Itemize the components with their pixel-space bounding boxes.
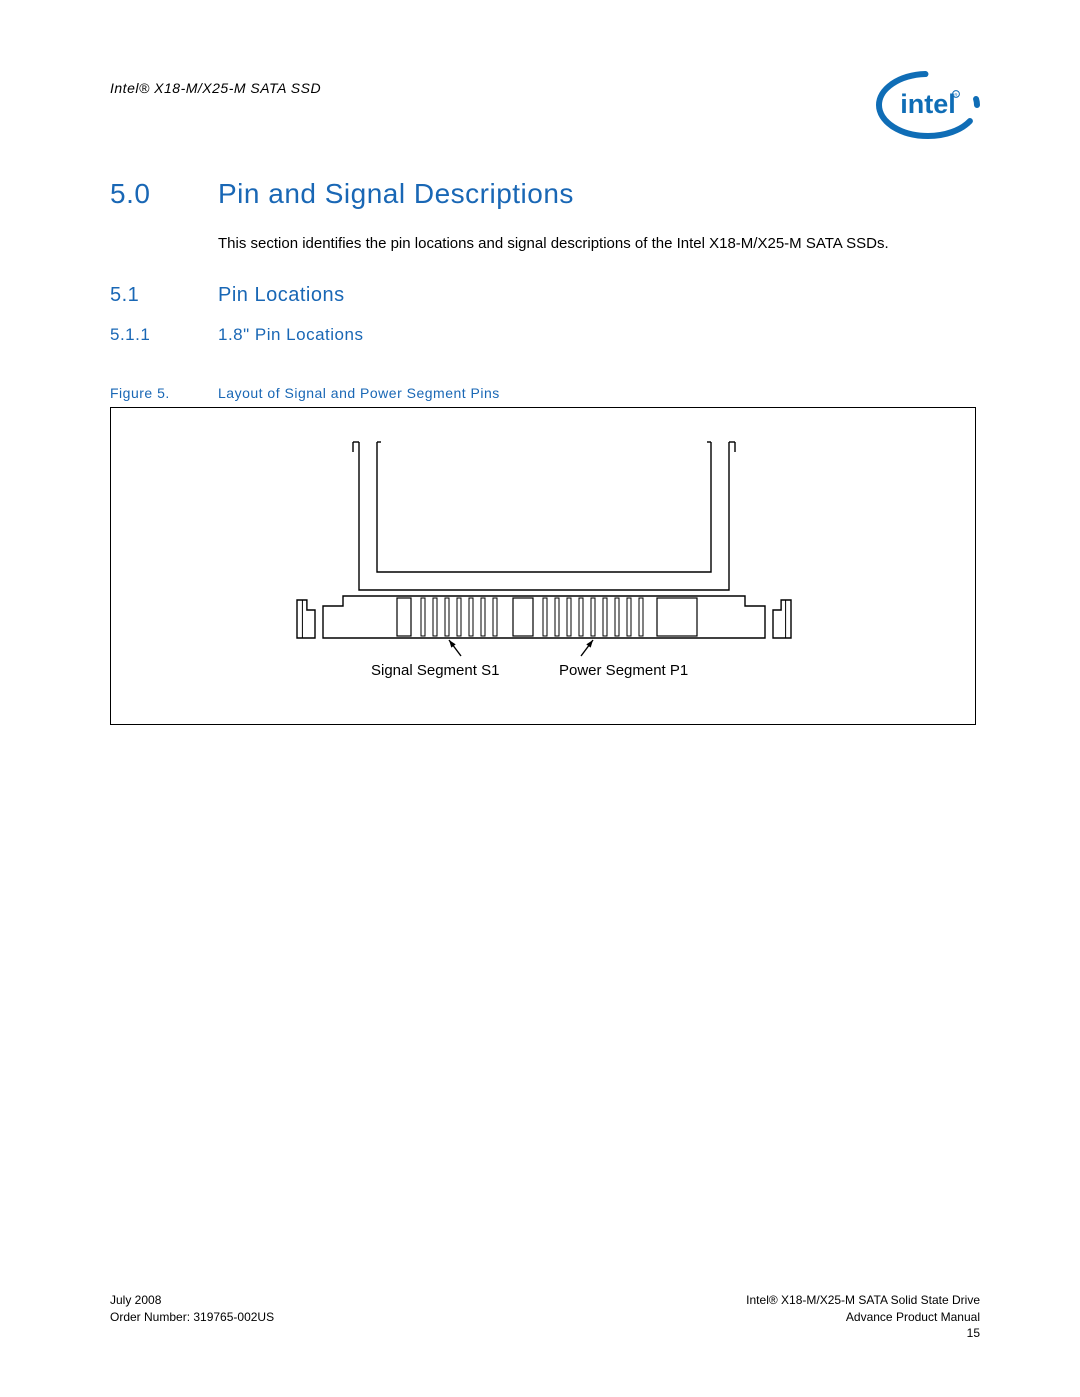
heading-3-text: 1.8" Pin Locations [218, 325, 363, 345]
section-paragraph: This section identifies the pin location… [218, 234, 958, 254]
heading-1-text: Pin and Signal Descriptions [218, 178, 574, 210]
footer-right: Intel® X18-M/X25-M SATA Solid State Driv… [746, 1292, 980, 1341]
heading-2-number: 5.1 [110, 284, 218, 307]
page: Intel® X18-M/X25-M SATA SSD intel R 5.0 … [0, 0, 1080, 1397]
heading-3-number: 5.1.1 [110, 325, 218, 345]
footer-order-number: Order Number: 319765-002US [110, 1309, 274, 1325]
heading-2-text: Pin Locations [218, 284, 345, 307]
heading-3: 5.1.1 1.8" Pin Locations [110, 325, 980, 345]
intel-logo: intel R [876, 70, 980, 140]
footer-product: Intel® X18-M/X25-M SATA Solid State Driv… [746, 1292, 980, 1308]
document-title: Intel® X18-M/X25-M SATA SSD [110, 80, 321, 96]
heading-1: 5.0 Pin and Signal Descriptions [110, 178, 980, 210]
pin-layout-diagram [111, 408, 977, 726]
footer-left: July 2008 Order Number: 319765-002US [110, 1292, 274, 1341]
footer-date: July 2008 [110, 1292, 274, 1308]
footer-manual-type: Advance Product Manual [746, 1309, 980, 1325]
figure-caption: Figure 5.Layout of Signal and Power Segm… [110, 385, 980, 401]
figure-label: Figure 5. [110, 385, 218, 401]
doc-title-text: Intel® X18-M/X25-M SATA SSD [110, 80, 321, 96]
figure-caption-text: Layout of Signal and Power Segment Pins [218, 385, 500, 401]
footer-page-number: 15 [746, 1325, 980, 1341]
page-footer: July 2008 Order Number: 319765-002US Int… [110, 1292, 980, 1341]
page-header: Intel® X18-M/X25-M SATA SSD intel R [110, 70, 980, 130]
heading-1-number: 5.0 [110, 178, 218, 210]
heading-2: 5.1 Pin Locations [110, 284, 980, 307]
svg-text:intel: intel [900, 89, 956, 119]
signal-segment-label: Signal Segment S1 [371, 662, 499, 679]
power-segment-label: Power Segment P1 [559, 662, 688, 679]
figure-box: Signal Segment S1 Power Segment P1 [110, 407, 976, 725]
